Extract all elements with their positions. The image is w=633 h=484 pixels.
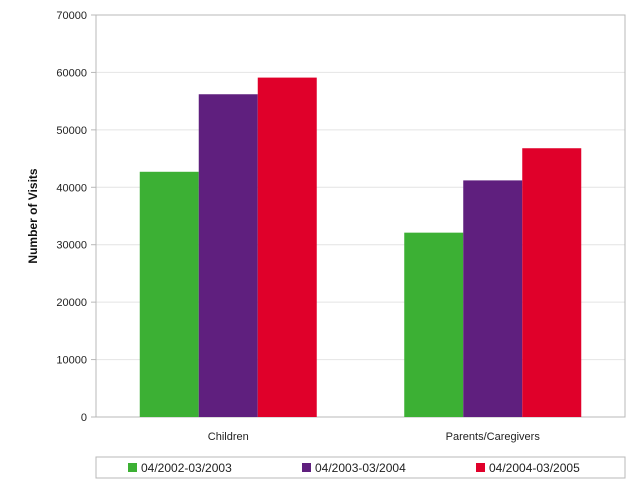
x-tick-label: Children — [208, 431, 249, 443]
bar — [257, 77, 317, 418]
legend-label: 04/2004-03/2005 — [489, 461, 580, 475]
y-tick-label: 20000 — [56, 297, 87, 309]
y-tick-label: 60000 — [56, 67, 87, 79]
legend: 04/2002-03/2003 04/2003-03/2004 04/2004-03… — [95, 456, 626, 479]
plot-area-frame — [95, 14, 626, 418]
y-tick-label: 0 — [81, 412, 87, 424]
y-tick-label: 40000 — [56, 182, 87, 194]
y-tick-label: 30000 — [56, 240, 87, 252]
bars — [139, 77, 582, 418]
y-tick-label: 70000 — [56, 10, 87, 22]
legend-label: 04/2002-03/2003 — [141, 461, 232, 475]
x-tick-label: Parents/Caregivers — [446, 431, 541, 443]
y-tick-label: 50000 — [56, 125, 87, 137]
bar — [463, 180, 523, 417]
y-tick-label: 10000 — [56, 355, 87, 367]
bar — [139, 171, 199, 417]
y-axis-label: Number of Visits — [26, 168, 40, 263]
bar — [198, 94, 258, 417]
x-axis-ticks: Children Parents/Caregivers — [208, 431, 541, 443]
bar — [522, 148, 582, 417]
legend-swatch — [302, 463, 311, 472]
bar — [404, 232, 464, 417]
legend-swatch — [476, 463, 485, 472]
y-axis-ticks: 0 10000 20000 30000 40000 50000 60000 70000 — [56, 10, 96, 424]
legend-swatch — [128, 463, 137, 472]
legend-label: 04/2003-03/2004 — [315, 461, 406, 475]
legend-frame — [95, 456, 626, 479]
